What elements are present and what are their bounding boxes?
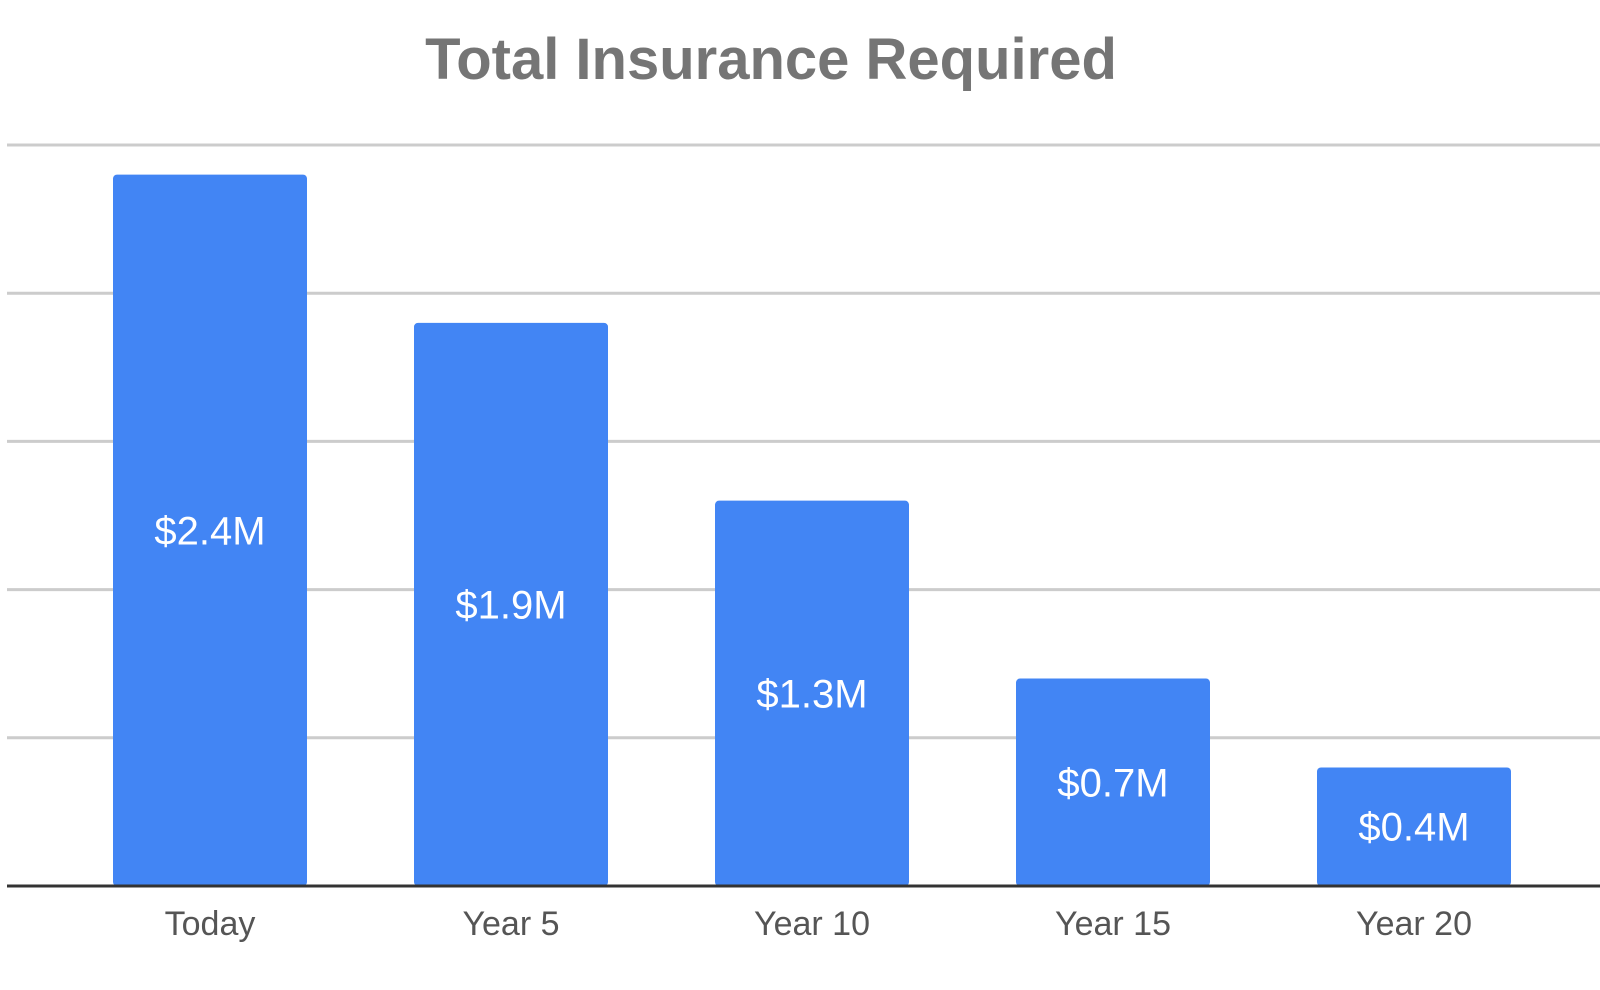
- x-tick-label: Year 5: [462, 905, 559, 943]
- chart-title: Total Insurance Required: [425, 27, 1117, 92]
- bar-value-label: $0.4M: [1358, 806, 1469, 850]
- bar-year-10: [715, 500, 909, 886]
- bar-year-5: [414, 322, 608, 887]
- x-axis-tick-labels: Today Year 5 Year 10 Year 15 Year 20: [165, 905, 1472, 943]
- x-tick-label: Year 20: [1356, 905, 1472, 943]
- bar-value-label: $2.4M: [154, 509, 265, 553]
- bar-year-15: [1016, 678, 1210, 886]
- x-tick-label: Today: [165, 905, 256, 943]
- x-tick-label: Year 15: [1055, 905, 1171, 943]
- x-tick-label: Year 10: [754, 905, 870, 943]
- bar-value-label: $1.3M: [756, 672, 867, 716]
- bar-today: [113, 174, 307, 886]
- bar-value-labels: $2.4M $1.9M $1.3M $0.7M $0.4M: [154, 509, 1469, 849]
- bar-year-20: [1317, 767, 1511, 886]
- bar-value-label: $1.9M: [455, 583, 566, 627]
- bars: [113, 174, 1511, 887]
- bar-value-label: $0.7M: [1057, 761, 1168, 805]
